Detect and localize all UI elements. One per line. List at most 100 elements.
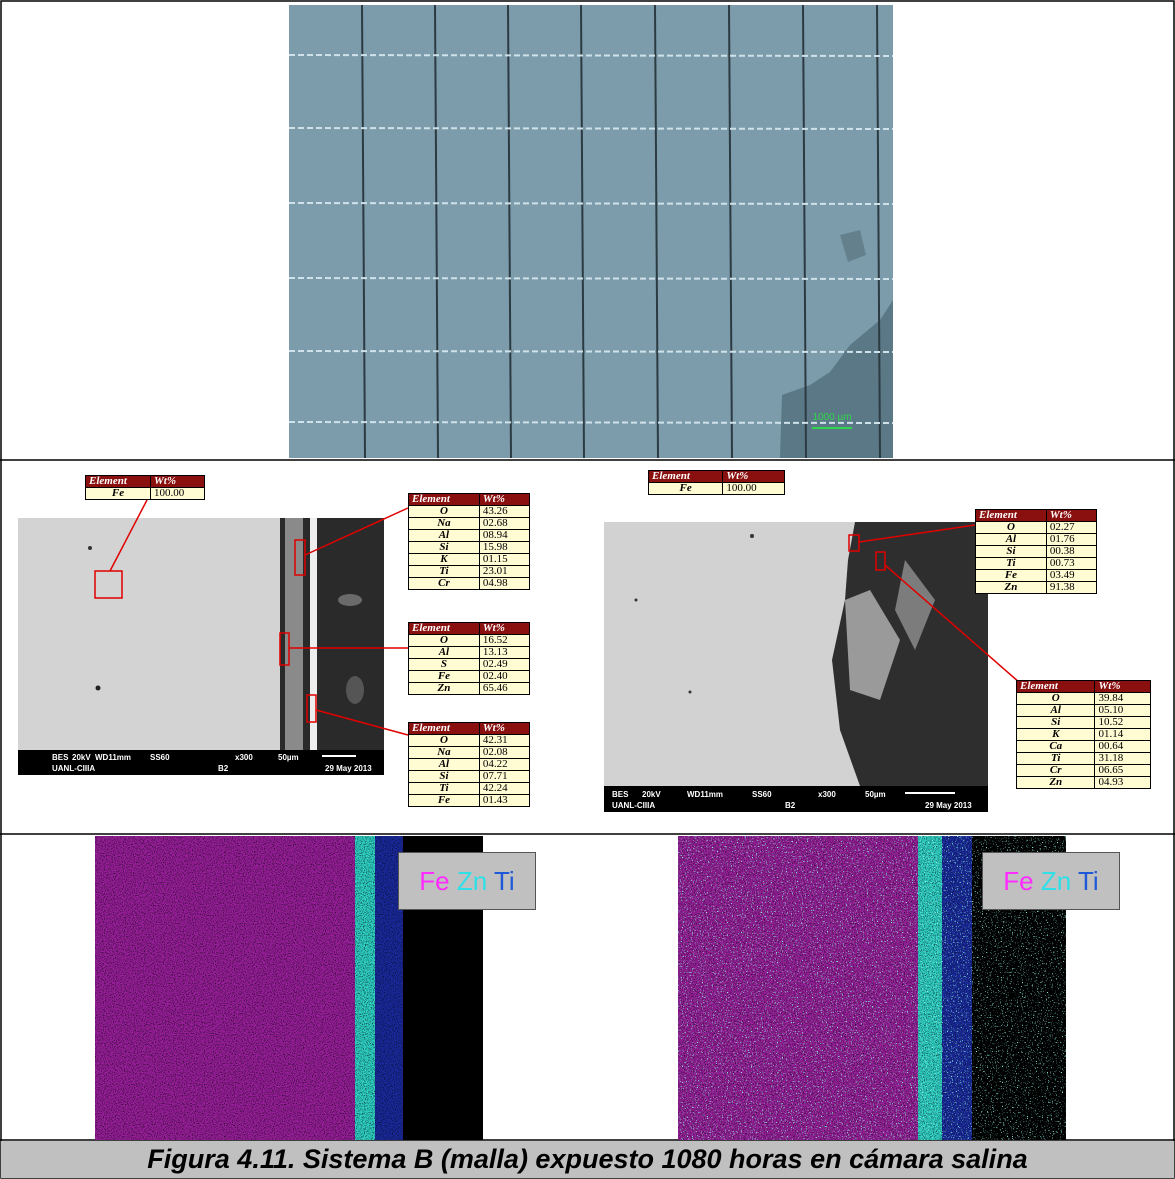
page: 1000 µmBES20kVWD11mmSS60x30050µmUANL-CII… [0,0,1175,1179]
table-cell: 39.84 [1095,693,1151,705]
table-cell: S [409,659,480,671]
table-cell: O [409,735,480,747]
table-cell: Fe [86,488,151,500]
table-header: Wt% [479,723,529,735]
table-cell: 02.40 [479,671,529,683]
table-cell: Al [976,534,1047,546]
info-text: BES [52,753,69,762]
table-cell: Si [1017,717,1095,729]
table-cell: Ca [1017,741,1095,753]
table-cell: 00.38 [1046,546,1096,558]
table-cell: Al [1017,705,1095,717]
table-cell: 02.27 [1046,522,1096,534]
info-text: SS60 [752,790,772,799]
table-cell: 02.49 [479,659,529,671]
table-cell: 06.65 [1095,765,1151,777]
table-cell: Fe [409,671,480,683]
info-text: 29 May 2013 [925,801,972,810]
table-cell: 23.01 [479,566,529,578]
table-cell: Fe [976,570,1047,582]
table-cell: 42.31 [479,735,529,747]
map-legend: Fe Zn Ti [398,852,536,910]
table-cell: Si [409,542,480,554]
table-cell: Zn [1017,777,1095,789]
table-cell: Al [409,530,480,542]
legend-entry: Ti [1078,866,1099,896]
table-cell: Ti [409,783,480,795]
table-cell: 01.14 [1095,729,1151,741]
table-cell: Si [976,546,1047,558]
info-text: WD11mm [95,753,131,762]
info-text: SS60 [150,753,170,762]
table-cell: 43.26 [479,506,529,518]
caption: Figura 4.11. Sistema B (malla) expuesto … [1,1141,1174,1178]
table-cell: O [409,506,480,518]
info-text: 20kV [642,790,661,799]
table-header: Wt% [723,471,785,483]
info-text: 50µm [278,753,299,762]
table-cell: Fe [409,795,480,807]
table-header: Element [649,471,723,483]
table-cell: 01.76 [1046,534,1096,546]
sem-image [604,522,988,812]
table-cell: 02.68 [479,518,529,530]
table-header: Wt% [151,476,205,488]
legend-entry: Fe [419,866,449,896]
info-text: UANL-CIIIA [612,801,655,810]
table-header: Wt% [1046,510,1096,522]
table-cell: Zn [409,683,480,695]
table-cell: O [409,635,480,647]
eds-table: ElementWt%O39.84Al05.10Si10.52K01.14Ca00… [1016,680,1151,789]
table-cell: 01.43 [479,795,529,807]
legend-entry: Ti [494,866,515,896]
table-cell: 04.22 [479,759,529,771]
scale-bar-label: 1000 µm [812,412,851,423]
table-cell: Si [409,771,480,783]
table-cell: 10.52 [1095,717,1151,729]
table-cell: Cr [409,578,480,590]
info-text: x300 [235,753,253,762]
info-text: x300 [818,790,836,799]
legend-entry: Fe [1003,866,1033,896]
info-text: 50µm [865,790,886,799]
table-cell: 04.93 [1095,777,1151,789]
table-cell: 16.52 [479,635,529,647]
table-cell: 91.38 [1046,582,1096,594]
table-cell: 07.71 [479,771,529,783]
table-cell: 01.15 [479,554,529,566]
info-text: B2 [785,801,796,810]
table-cell: 31.18 [1095,753,1151,765]
table-header: Element [976,510,1047,522]
table-header: Wt% [479,623,529,635]
table-cell: Ti [409,566,480,578]
info-text: 29 May 2013 [325,764,372,773]
eds-table: ElementWt%O43.26Na02.68Al08.94Si15.98K01… [408,493,530,590]
table-cell: 03.49 [1046,570,1096,582]
table-cell: 05.10 [1095,705,1151,717]
legend-entry: Zn [1041,866,1071,896]
table-cell: O [976,522,1047,534]
table-cell: 08.94 [479,530,529,542]
info-text: 20kV [72,753,91,762]
info-text: WD11mm [687,790,723,799]
table-cell: 13.13 [479,647,529,659]
info-text: B2 [218,764,229,773]
table-cell: Fe [649,483,723,495]
legend-entry: Zn [457,866,487,896]
table-cell: 42.24 [479,783,529,795]
table-header: Element [86,476,151,488]
table-header: Element [409,623,480,635]
table-cell: 100.00 [723,483,785,495]
table-cell: Zn [976,582,1047,594]
table-header: Element [1017,681,1095,693]
table-cell: Na [409,747,480,759]
table-cell: 100.00 [151,488,205,500]
info-text: BES [612,790,629,799]
table-header: Element [409,723,480,735]
info-text: UANL-CIIIA [52,764,95,773]
